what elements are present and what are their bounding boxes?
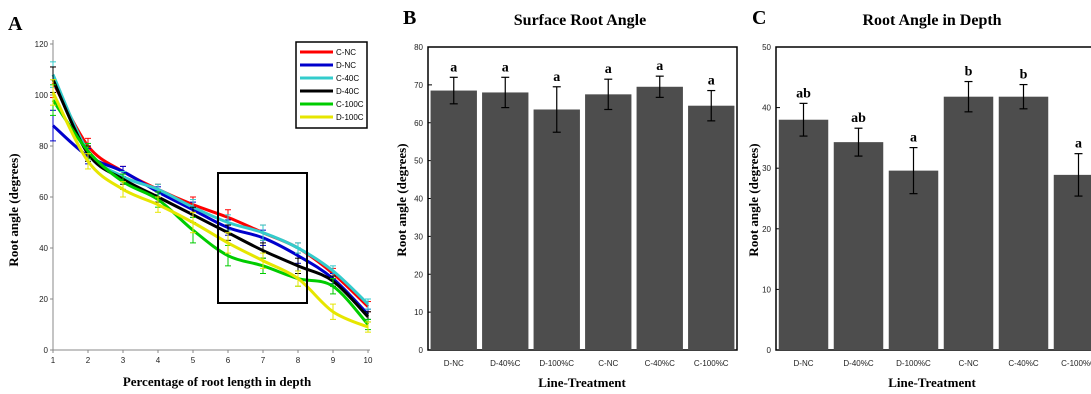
significance-letter: a (708, 74, 715, 89)
series-line-D-NC (52, 124, 370, 316)
chart-title: Root Angle in Depth (862, 12, 1001, 29)
series-line-D-40C (51, 79, 370, 318)
x-tick-label: 7 (261, 356, 266, 365)
significance-letter: b (1020, 68, 1028, 83)
legend-label-C-NC: C-NC (336, 48, 356, 57)
x-tick-label: 2 (86, 356, 91, 365)
x-tick-label: C-NC (598, 359, 618, 368)
y-tick-label: 80 (414, 43, 423, 52)
y-tick-label: 80 (39, 142, 48, 151)
bar-C-100%C (1053, 174, 1091, 350)
bar-D-NC (430, 90, 477, 351)
y-tick-label: 20 (39, 295, 48, 304)
highlight-box (217, 172, 308, 304)
x-tick-label: D-100%C (896, 359, 931, 368)
significance-letter: ab (851, 111, 866, 126)
bar-C-NC (943, 96, 994, 350)
x-axis-title: Line-Treatment (888, 375, 976, 390)
y-tick-label: 50 (762, 43, 771, 52)
x-tick-label: 9 (331, 356, 336, 365)
x-tick-label: 3 (121, 356, 126, 365)
y-tick-label: 70 (414, 81, 423, 90)
x-tick-label: 6 (226, 356, 231, 365)
x-tick-label: C-100%C (694, 359, 729, 368)
y-axis-title: Root angle (degrees) (746, 143, 761, 256)
bar-C-40%C (998, 96, 1049, 350)
y-tick-label: 20 (414, 270, 423, 279)
bar-C-100%C (688, 105, 735, 350)
x-tick-label: D-40%C (490, 359, 520, 368)
significance-letter: a (450, 60, 457, 75)
legend-label-D-100C: D-100C (336, 113, 364, 122)
significance-letter: a (502, 60, 509, 75)
x-tick-label: C-NC (959, 359, 979, 368)
x-tick-label: C-100%C (1061, 359, 1091, 368)
bar-D-100%C (888, 170, 939, 350)
bar-D-NC (778, 119, 829, 350)
x-tick-label: 4 (156, 356, 161, 365)
significance-letter: a (553, 70, 560, 85)
significance-letter: b (965, 65, 973, 80)
x-axis-title: Line-Treatment (538, 375, 626, 390)
bar-D-40%C (833, 142, 884, 350)
y-tick-label: 100 (35, 91, 49, 100)
significance-letter: ab (796, 86, 811, 101)
y-tick-label: 10 (762, 285, 771, 294)
y-tick-label: 0 (767, 346, 772, 355)
bar-chart-panel-c: Root Angle in Depth Root angle (degrees)… (746, 12, 1091, 390)
x-tick-label: C-40%C (1008, 359, 1038, 368)
significance-letter: a (1075, 137, 1082, 152)
y-tick-label: 120 (35, 40, 49, 49)
series-line-D-100C (51, 91, 369, 329)
panel-label-c: C (752, 7, 766, 29)
y-tick-label: 10 (414, 308, 423, 317)
legend-label-C-40C: C-40C (336, 74, 359, 83)
significance-letter: a (656, 59, 663, 74)
y-tick-label: 0 (44, 346, 49, 355)
x-tick-label: D-NC (794, 359, 814, 368)
legend: C-NC D-NC C-40C D-40C C-100C D-100C (295, 41, 368, 129)
y-tick-label: 40 (762, 104, 771, 113)
y-tick-label: 40 (414, 195, 423, 204)
bar-D-40%C (482, 92, 529, 350)
panel-label-b: B (403, 7, 416, 29)
significance-letter: a (605, 62, 612, 77)
y-tick-label: 60 (39, 193, 48, 202)
y-axis-title: Root angle (degrees) (394, 143, 409, 256)
chart-title: Surface Root Angle (514, 12, 646, 29)
series-line-C-100C (51, 99, 370, 326)
legend-label-C-100C: C-100C (336, 100, 364, 109)
y-tick-label: 50 (414, 157, 423, 166)
line-chart-panel-a: Root angle (degrees) Percentage of root … (6, 40, 373, 389)
x-tick-label: 1 (51, 356, 56, 365)
x-tick-label: D-NC (444, 359, 464, 368)
y-axis-title: Root angle (degrees) (6, 153, 21, 266)
x-tick-label: 10 (364, 356, 373, 365)
y-tick-label: 30 (762, 164, 771, 173)
legend-box (295, 41, 368, 129)
bar-D-100%C (533, 109, 580, 351)
bar-chart-panel-b: Surface Root Angle Root angle (degrees) … (394, 12, 738, 390)
y-tick-label: 60 (414, 119, 423, 128)
y-tick-label: 20 (762, 225, 771, 234)
x-tick-label: C-40%C (645, 359, 675, 368)
x-tick-label: D-100%C (539, 359, 574, 368)
bar-C-NC (585, 94, 632, 350)
plot-frame (775, 46, 1091, 351)
legend-label-D-NC: D-NC (336, 61, 356, 70)
x-tick-label: D-40%C (843, 359, 873, 368)
y-tick-label: 40 (39, 244, 48, 253)
significance-letter: a (910, 131, 917, 146)
legend-label-D-40C: D-40C (336, 87, 359, 96)
x-tick-label: 5 (191, 356, 196, 365)
y-tick-label: 0 (419, 346, 424, 355)
bar-C-40%C (636, 86, 683, 351)
y-tick-label: 30 (414, 232, 423, 241)
x-axis-title: Percentage of root length in depth (123, 374, 312, 389)
x-tick-label: 8 (296, 356, 301, 365)
panel-label-a: A (8, 13, 23, 35)
